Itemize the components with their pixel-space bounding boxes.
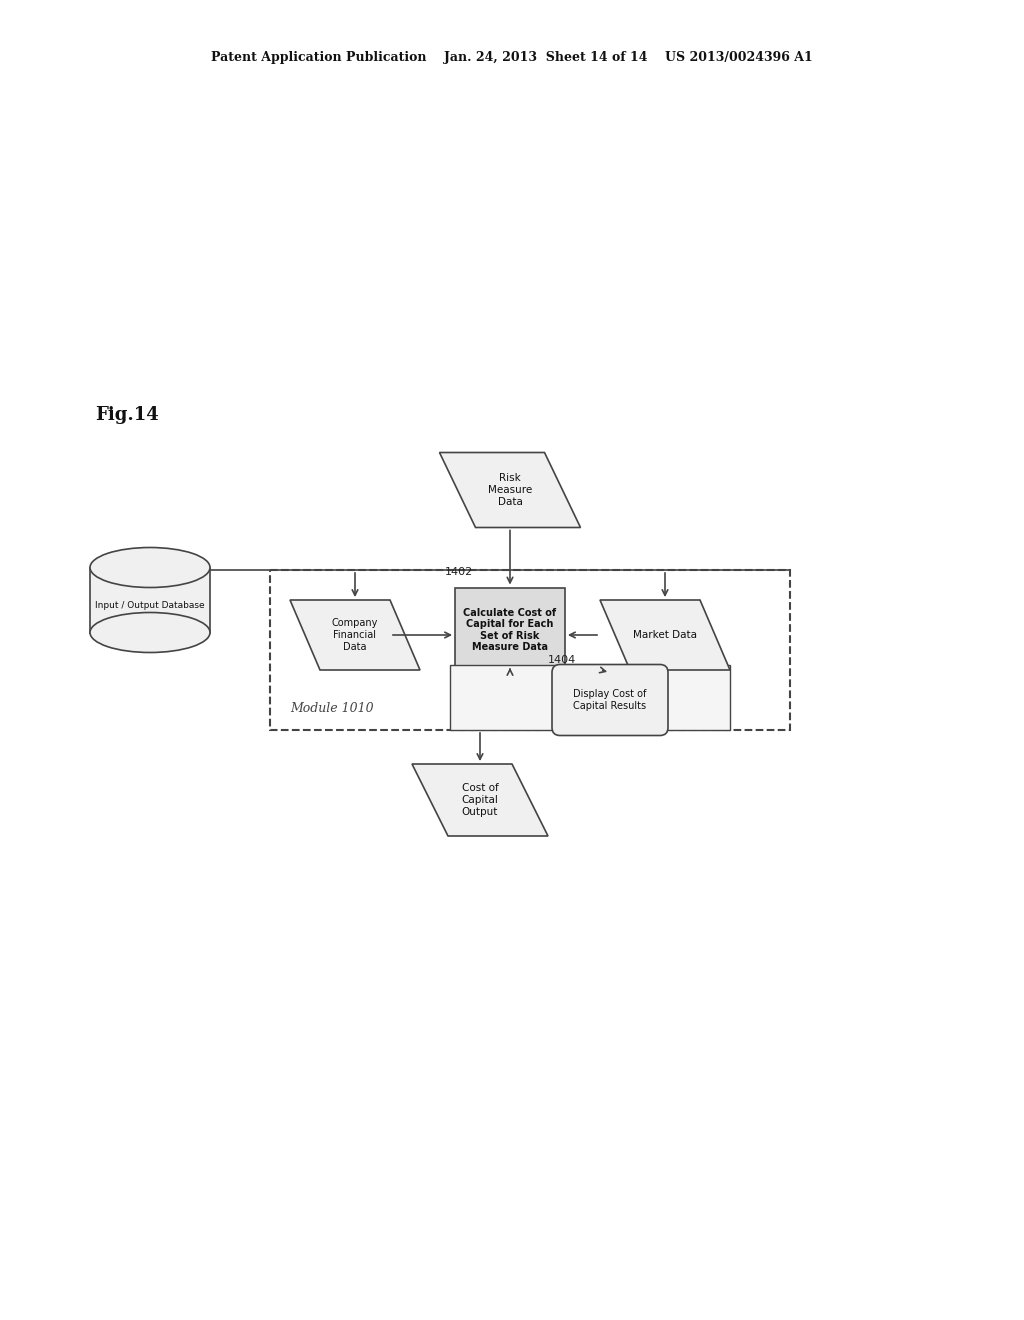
Bar bbox=[455, 587, 565, 672]
Polygon shape bbox=[290, 601, 420, 671]
Text: Cost of
Capital
Output: Cost of Capital Output bbox=[462, 783, 499, 817]
Polygon shape bbox=[412, 764, 548, 836]
Ellipse shape bbox=[90, 548, 210, 587]
FancyBboxPatch shape bbox=[552, 664, 668, 735]
Text: Market Data: Market Data bbox=[633, 630, 697, 640]
Bar bbox=[270, 570, 790, 730]
Text: Calculate Cost of
Capital for Each
Set of Risk
Measure Data: Calculate Cost of Capital for Each Set o… bbox=[464, 607, 557, 652]
Polygon shape bbox=[600, 601, 730, 671]
Ellipse shape bbox=[90, 612, 210, 652]
Text: Company
Financial
Data: Company Financial Data bbox=[332, 618, 378, 652]
Text: Module 1010: Module 1010 bbox=[290, 702, 374, 715]
Text: Input / Output Database: Input / Output Database bbox=[95, 601, 205, 610]
Bar bbox=[450, 665, 730, 730]
Text: Fig.14: Fig.14 bbox=[95, 407, 159, 424]
Text: Display Cost of
Capital Results: Display Cost of Capital Results bbox=[573, 689, 647, 710]
Text: 1402: 1402 bbox=[445, 568, 473, 577]
Polygon shape bbox=[439, 453, 581, 528]
Text: Risk
Measure
Data: Risk Measure Data bbox=[487, 474, 532, 507]
Bar bbox=[90, 568, 210, 632]
Text: 1404: 1404 bbox=[548, 655, 577, 665]
Text: Patent Application Publication    Jan. 24, 2013  Sheet 14 of 14    US 2013/00243: Patent Application Publication Jan. 24, … bbox=[211, 51, 813, 65]
